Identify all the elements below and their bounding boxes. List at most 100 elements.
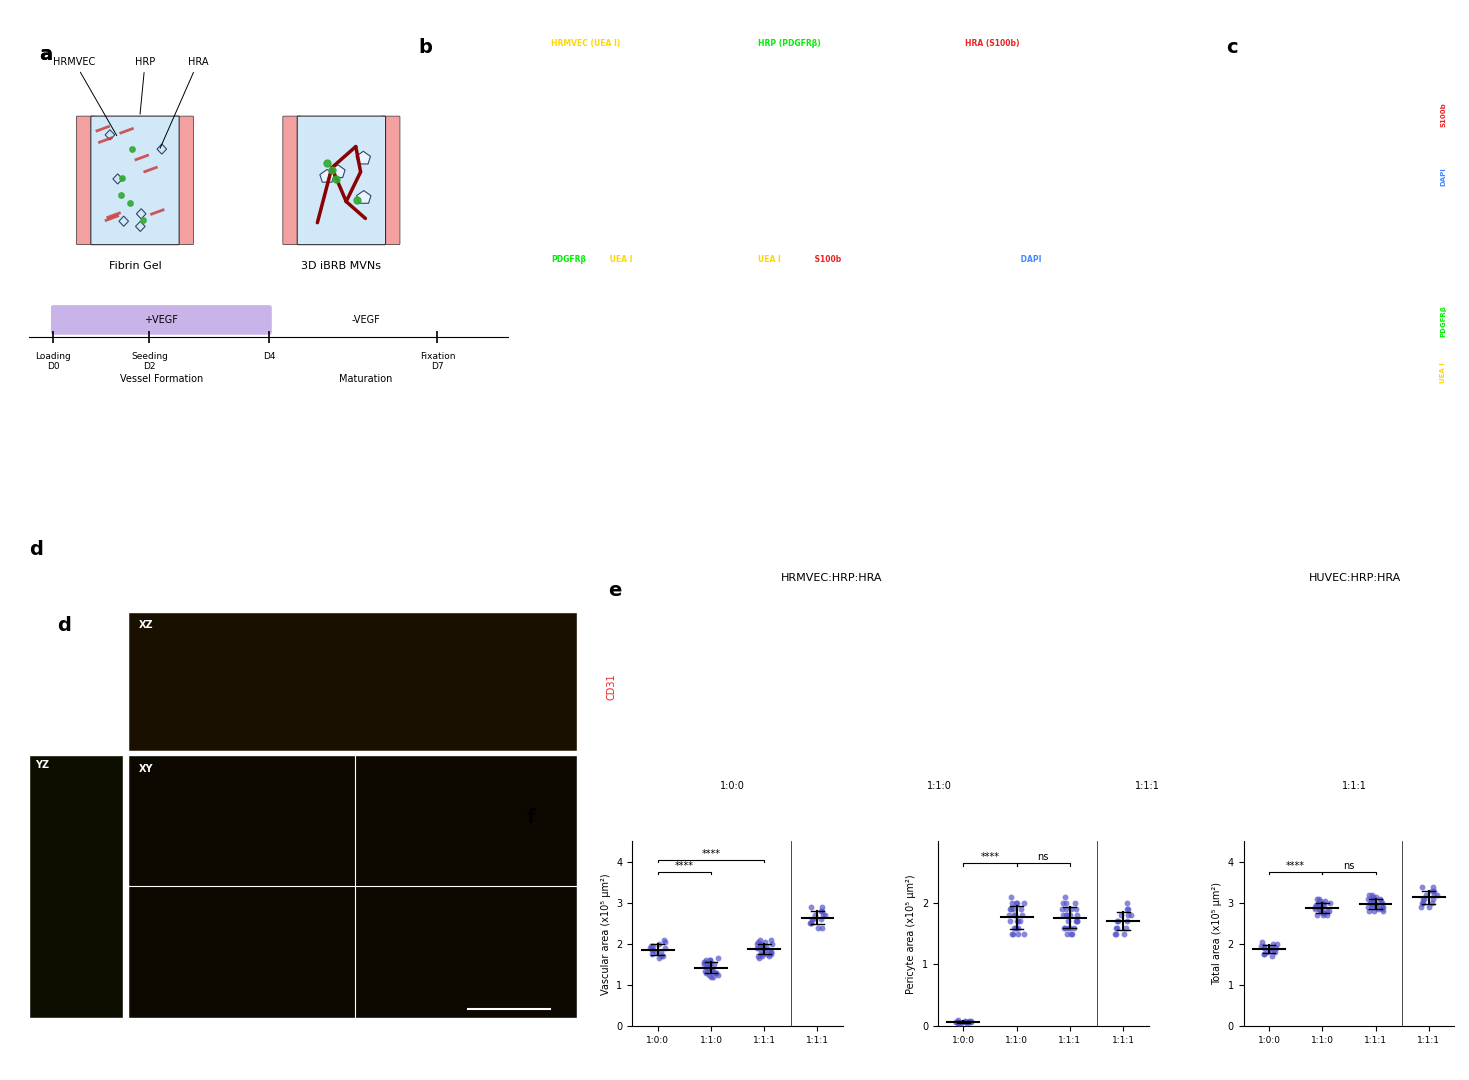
FancyBboxPatch shape (76, 117, 95, 245)
Point (1050, 906, 1074, 923)
Point (639, 940, 663, 957)
Point (1065, 906, 1089, 923)
Bar (1042, 291, 1081, 341)
Point (325, 171, 348, 188)
Point (701, 962, 724, 980)
FancyBboxPatch shape (91, 117, 179, 245)
Point (814, 906, 837, 923)
Point (1253, 946, 1277, 963)
Point (1371, 901, 1394, 918)
Point (1371, 899, 1394, 916)
Text: HRP (PDGFRβ): HRP (PDGFRβ) (758, 39, 821, 48)
Text: D4: D4 (263, 352, 276, 361)
Point (1422, 882, 1445, 900)
Point (1115, 901, 1138, 918)
Point (1421, 894, 1444, 912)
Text: c: c (1227, 38, 1238, 57)
Point (1055, 894, 1078, 912)
Point (1061, 926, 1084, 943)
Point (695, 951, 718, 969)
Point (752, 940, 776, 957)
Text: PDGFRβ: PDGFRβ (1441, 306, 1447, 337)
Point (1252, 937, 1275, 955)
Point (1115, 919, 1138, 936)
Point (1119, 906, 1143, 923)
Point (1005, 894, 1028, 912)
Point (809, 903, 833, 920)
Point (1252, 946, 1275, 963)
Point (801, 910, 824, 928)
Point (1050, 901, 1074, 918)
Point (109, 187, 132, 204)
Point (1105, 926, 1128, 943)
Point (1359, 894, 1382, 912)
Point (1252, 940, 1275, 957)
Text: UEA I: UEA I (1441, 362, 1447, 383)
Point (1356, 890, 1379, 907)
Text: ****: **** (1287, 862, 1304, 872)
Point (801, 910, 824, 928)
Point (1307, 901, 1331, 918)
Point (1363, 894, 1387, 912)
Point (809, 919, 833, 936)
Bar (1047, 393, 1084, 434)
Point (654, 940, 677, 957)
Point (1006, 926, 1030, 943)
Point (811, 906, 834, 923)
Point (1065, 913, 1089, 930)
Point (1002, 919, 1025, 936)
Point (652, 931, 676, 948)
Text: PDGFRβ: PDGFRβ (551, 255, 586, 265)
Point (999, 901, 1022, 918)
Point (799, 915, 823, 932)
Point (953, 1013, 977, 1030)
Point (945, 1014, 968, 1031)
Text: c: c (1429, 39, 1441, 57)
Point (707, 949, 730, 967)
Point (809, 899, 833, 916)
Text: Fixation
D7: Fixation D7 (420, 352, 455, 372)
Point (1055, 926, 1078, 943)
Point (1422, 886, 1445, 903)
Point (345, 191, 369, 208)
Point (1360, 899, 1384, 916)
Point (759, 944, 783, 961)
Point (1356, 899, 1379, 916)
Point (1369, 892, 1393, 909)
Point (698, 967, 721, 984)
Point (1410, 894, 1434, 912)
Point (1306, 890, 1329, 907)
Point (953, 1012, 977, 1029)
Point (695, 964, 718, 982)
Text: ****: **** (674, 862, 693, 872)
Point (1263, 942, 1287, 959)
Point (1103, 926, 1127, 943)
Point (1055, 901, 1078, 918)
Text: PDGFRβ  UEA I  S100b  DAPI: PDGFRβ UEA I S100b DAPI (15, 766, 22, 864)
Point (749, 931, 773, 948)
Point (1012, 926, 1036, 943)
Point (798, 915, 821, 932)
Point (759, 931, 783, 948)
Point (1309, 903, 1332, 920)
Point (1421, 882, 1444, 900)
Y-axis label: Vascular area (x10⁵ μm²): Vascular area (x10⁵ μm²) (601, 873, 611, 995)
Point (1002, 926, 1025, 943)
Point (643, 944, 667, 961)
Point (1116, 894, 1140, 912)
Text: HUVEC:HRP:HRA: HUVEC:HRP:HRA (1309, 573, 1400, 583)
Point (806, 919, 830, 936)
Point (1371, 899, 1394, 916)
Point (1360, 896, 1384, 914)
Text: d: d (57, 616, 71, 635)
Point (1312, 905, 1335, 922)
Point (1412, 890, 1435, 907)
Text: UEA I: UEA I (758, 255, 782, 265)
Point (799, 915, 823, 932)
Point (1053, 919, 1077, 936)
Point (1053, 888, 1077, 905)
Point (701, 962, 724, 980)
Point (1055, 906, 1078, 923)
Text: UEA I: UEA I (607, 255, 632, 265)
Point (1065, 913, 1089, 930)
